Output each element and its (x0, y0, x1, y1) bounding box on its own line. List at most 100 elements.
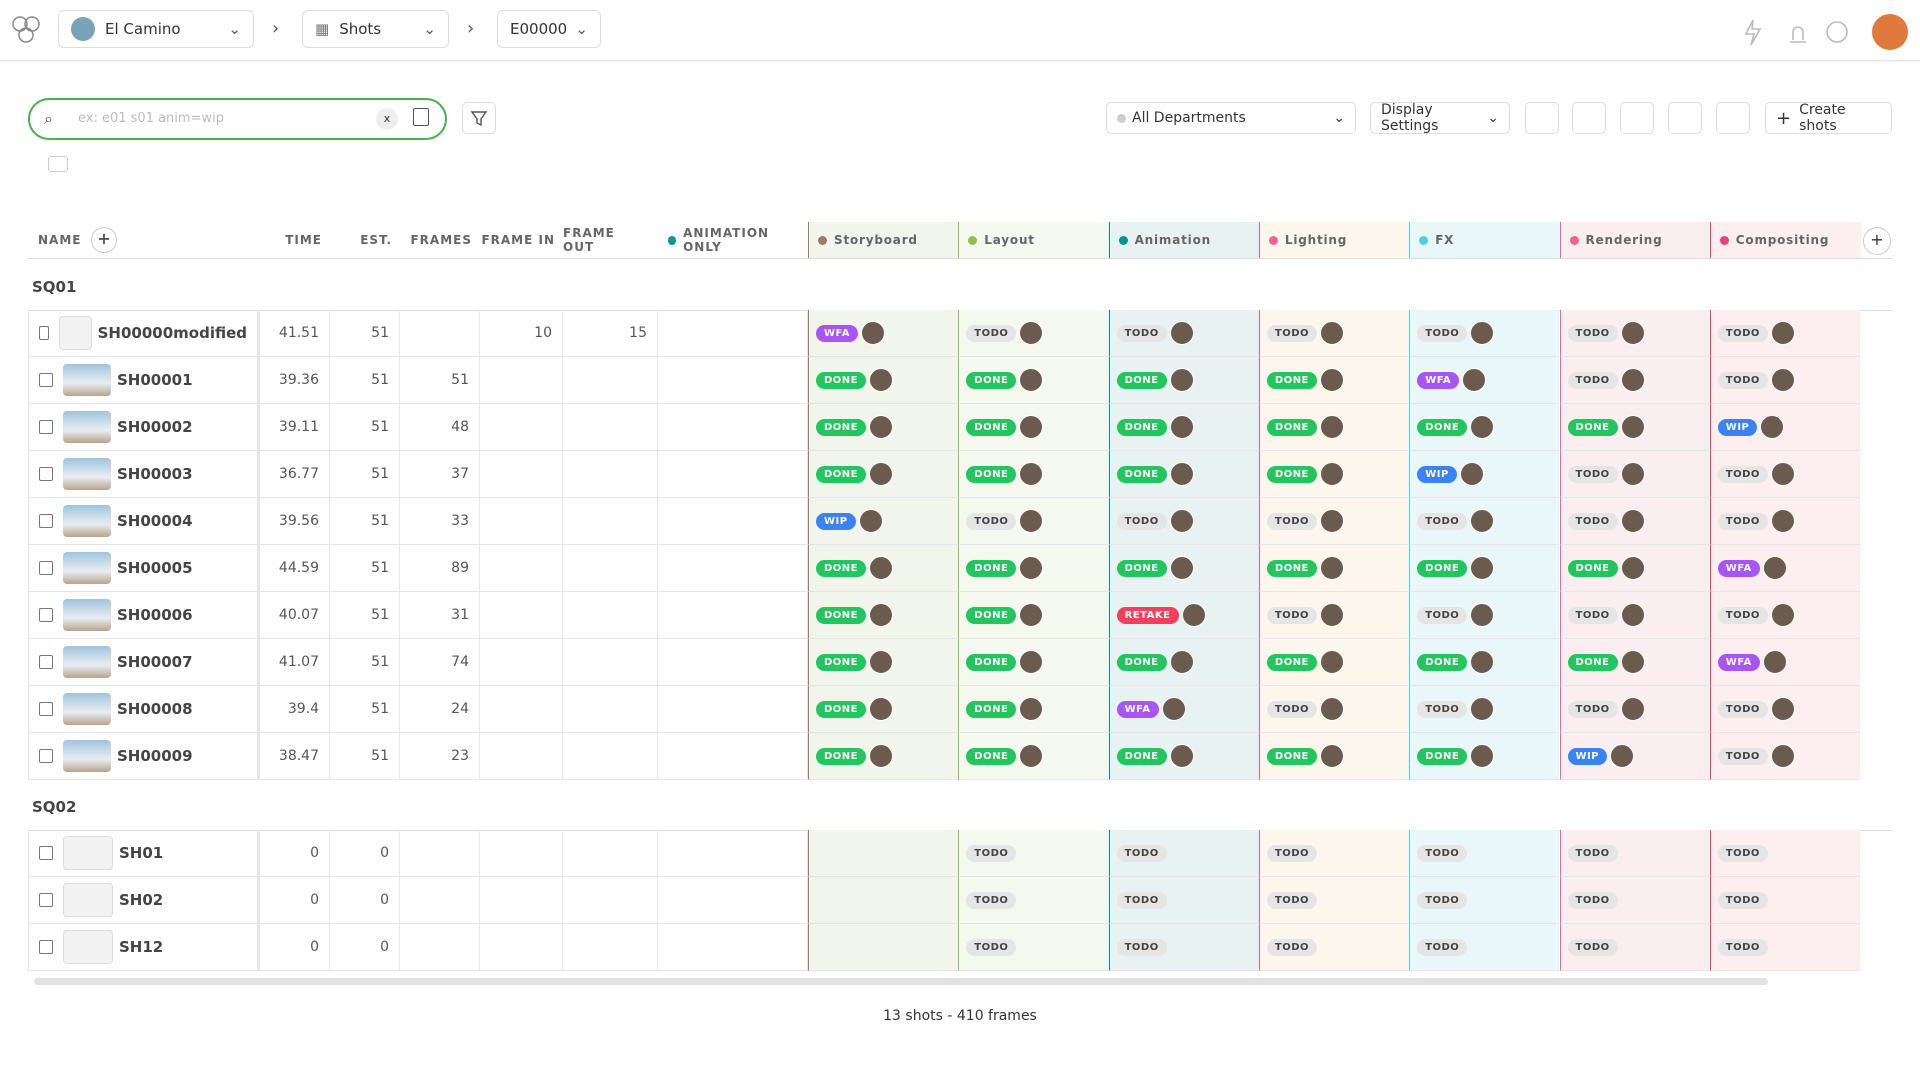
status-pill[interactable]: WIP (816, 512, 856, 530)
status-pill[interactable]: TODO (1417, 512, 1468, 530)
status-pill[interactable]: DONE (1116, 559, 1167, 577)
status-pill[interactable]: TODO (966, 512, 1017, 530)
status-pill[interactable]: DONE (816, 653, 867, 671)
section-select[interactable]: ▦ Shots ⌄ (302, 10, 449, 48)
status-pill[interactable]: DONE (1116, 747, 1167, 765)
status-pill[interactable]: DONE (1116, 418, 1167, 436)
status-pill[interactable]: TODO (1717, 512, 1768, 530)
status-pill[interactable]: WFA (1717, 559, 1760, 577)
checkbox[interactable] (39, 893, 53, 907)
logo[interactable] (10, 14, 42, 46)
status-pill[interactable]: TODO (1567, 891, 1618, 909)
status-pill[interactable]: TODO (1567, 938, 1618, 956)
status-pill[interactable]: TODO (1717, 324, 1768, 342)
status-pill[interactable]: WFA (1417, 371, 1460, 389)
status-pill[interactable]: TODO (1567, 844, 1618, 862)
status-pill[interactable]: DONE (1417, 747, 1468, 765)
status-pill[interactable]: WIP (1417, 465, 1457, 483)
status-pill[interactable]: TODO (1417, 938, 1468, 956)
status-pill[interactable]: TODO (1266, 891, 1318, 909)
status-pill[interactable]: TODO (1717, 465, 1768, 483)
status-pill[interactable]: TODO (1417, 606, 1468, 624)
status-pill[interactable]: DONE (1116, 371, 1167, 389)
episode-select[interactable]: E00000 ⌄ (497, 10, 601, 48)
project-select[interactable]: El Camino ⌄ (58, 10, 254, 48)
status-pill[interactable]: TODO (1266, 844, 1318, 862)
status-pill[interactable]: DONE (966, 747, 1017, 765)
status-pill[interactable]: TODO (1567, 371, 1618, 389)
status-pill[interactable]: TODO (1266, 324, 1318, 342)
status-pill[interactable]: DONE (966, 559, 1017, 577)
import-button[interactable] (1525, 102, 1559, 134)
status-pill[interactable]: TODO (1417, 324, 1468, 342)
checkbox[interactable] (39, 608, 53, 622)
status-pill[interactable]: TODO (1116, 324, 1167, 342)
status-pill[interactable]: DONE (1116, 653, 1167, 671)
status-pill[interactable]: WFA (816, 324, 858, 342)
checkbox[interactable] (39, 749, 53, 763)
status-pill[interactable]: TODO (1717, 700, 1768, 718)
department-select[interactable]: All Departments ⌄ (1106, 102, 1356, 134)
status-pill[interactable]: DONE (1417, 418, 1468, 436)
checkbox[interactable] (39, 420, 53, 434)
add-column[interactable]: + (91, 227, 118, 253)
checkbox[interactable] (39, 514, 53, 528)
status-pill[interactable]: TODO (966, 844, 1017, 862)
status-pill[interactable]: DONE (966, 653, 1017, 671)
top-icons[interactable] (1740, 14, 1910, 50)
status-pill[interactable]: TODO (1116, 512, 1167, 530)
add-task[interactable]: + (1863, 227, 1891, 255)
status-pill[interactable]: DONE (966, 465, 1017, 483)
status-pill[interactable]: DONE (1116, 465, 1167, 483)
display-settings[interactable]: Display Settings ⌄ (1370, 102, 1510, 134)
status-pill[interactable]: DONE (816, 465, 867, 483)
status-pill[interactable]: TODO (1417, 844, 1468, 862)
status-pill[interactable]: TODO (1717, 938, 1768, 956)
status-pill[interactable]: DONE (1266, 653, 1317, 671)
status-pill[interactable]: TODO (1417, 891, 1468, 909)
clear-button[interactable]: x (376, 108, 398, 130)
checkbox[interactable] (39, 846, 53, 860)
status-pill[interactable]: WFA (1717, 653, 1760, 671)
status-pill[interactable]: TODO (1567, 465, 1618, 483)
checkbox[interactable] (39, 702, 53, 716)
status-pill[interactable]: TODO (1567, 324, 1618, 342)
status-pill[interactable]: DONE (1266, 371, 1317, 389)
status-pill[interactable]: TODO (1717, 747, 1768, 765)
status-pill[interactable]: DONE (816, 371, 867, 389)
status-pill[interactable]: DONE (1567, 559, 1618, 577)
status-pill[interactable]: WFA (1116, 700, 1159, 718)
status-pill[interactable]: TODO (1567, 700, 1618, 718)
status-pill[interactable]: DONE (1417, 559, 1468, 577)
status-pill[interactable]: WIP (1567, 747, 1608, 765)
status-pill[interactable]: WIP (1717, 418, 1758, 436)
checkbox[interactable] (39, 373, 53, 387)
status-pill[interactable]: RETAKE (1116, 606, 1179, 624)
folder-icon[interactable] (48, 156, 68, 172)
status-pill[interactable]: TODO (966, 324, 1017, 342)
status-pill[interactable]: TODO (1116, 938, 1167, 956)
status-pill[interactable]: DONE (966, 700, 1017, 718)
status-pill[interactable]: DONE (816, 700, 867, 718)
status-pill[interactable]: DONE (816, 747, 867, 765)
status-pill[interactable]: TODO (1567, 512, 1618, 530)
filter-button[interactable] (462, 102, 496, 134)
checkbox[interactable] (39, 655, 53, 669)
status-pill[interactable]: DONE (1417, 653, 1468, 671)
edl-button[interactable] (1572, 102, 1606, 134)
status-pill[interactable]: DONE (1266, 747, 1317, 765)
status-pill[interactable]: TODO (1116, 891, 1167, 909)
status-pill[interactable]: DONE (1567, 418, 1618, 436)
status-pill[interactable]: DONE (1266, 559, 1317, 577)
checkbox[interactable] (39, 940, 53, 954)
status-pill[interactable]: DONE (966, 371, 1017, 389)
status-pill[interactable]: TODO (1417, 700, 1468, 718)
status-pill[interactable]: TODO (1266, 700, 1318, 718)
status-pill[interactable]: DONE (1266, 418, 1317, 436)
status-pill[interactable]: DONE (966, 606, 1017, 624)
search-box[interactable]: ⌕ ex: e01 s01 anim=wip x (28, 98, 447, 140)
status-pill[interactable]: TODO (1717, 891, 1768, 909)
export-button[interactable] (1716, 102, 1750, 134)
csv-button[interactable] (1620, 102, 1654, 134)
status-pill[interactable]: TODO (1266, 606, 1318, 624)
